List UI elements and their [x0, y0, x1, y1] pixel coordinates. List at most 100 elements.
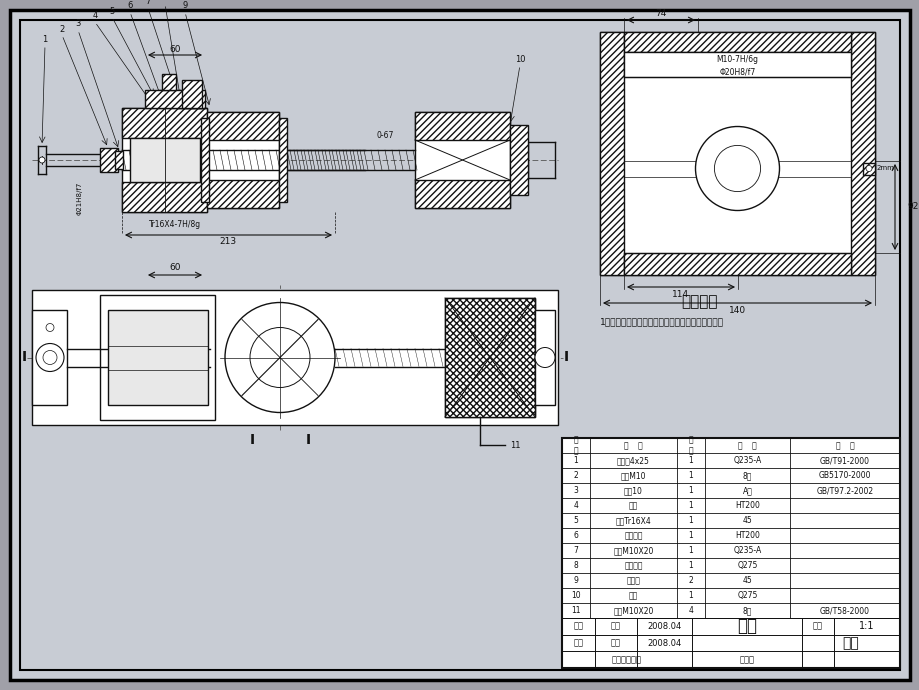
Text: 数
量: 数 量: [688, 436, 693, 455]
Bar: [623, 32, 850, 52]
Bar: [182, 80, 202, 108]
Text: GB/T58-2000: GB/T58-2000: [819, 606, 869, 615]
Text: 2mm: 2mm: [875, 166, 893, 172]
Text: 1: 1: [688, 591, 693, 600]
Text: 名    称: 名 称: [623, 441, 642, 450]
Text: HT200: HT200: [734, 501, 759, 510]
Bar: [445, 298, 535, 417]
Text: 螺杆Tr16X4: 螺杆Tr16X4: [615, 516, 651, 525]
Text: 技术要求: 技术要求: [681, 295, 718, 310]
Bar: [182, 80, 202, 108]
Bar: [599, 32, 623, 275]
Text: 213: 213: [220, 237, 236, 246]
Text: 6: 6: [573, 531, 578, 540]
Text: 图号: 图号: [842, 636, 858, 650]
Text: 2: 2: [573, 471, 578, 480]
Text: 备    注: 备 注: [834, 441, 854, 450]
Bar: [162, 74, 176, 90]
Text: 74: 74: [654, 10, 666, 19]
Circle shape: [46, 324, 54, 331]
Text: HT200: HT200: [734, 531, 759, 540]
Text: 0-67: 0-67: [376, 130, 393, 139]
Text: 4: 4: [92, 12, 97, 21]
Text: 140: 140: [728, 306, 745, 315]
Text: 1: 1: [688, 546, 693, 555]
Text: GB5170-2000: GB5170-2000: [818, 471, 870, 480]
Text: 垫圈: 垫圈: [629, 591, 638, 600]
Text: 8级: 8级: [742, 471, 752, 480]
Text: 1、钳座需要很好地紧固在工作台上，才能够使用。: 1、钳座需要很好地紧固在工作台上，才能够使用。: [599, 317, 723, 326]
Text: 材    料: 材 料: [737, 441, 756, 450]
Bar: [207, 112, 278, 140]
Text: I: I: [21, 351, 27, 364]
Circle shape: [39, 157, 45, 163]
Bar: [850, 32, 874, 275]
Text: Φ21H8/f7: Φ21H8/f7: [77, 181, 83, 215]
Bar: [122, 182, 207, 212]
Text: 4: 4: [687, 606, 693, 615]
Circle shape: [695, 126, 778, 210]
Text: 2008.04: 2008.04: [647, 638, 681, 647]
Text: GB/T91-2000: GB/T91-2000: [819, 456, 869, 465]
Bar: [562, 438, 899, 668]
Text: 2008.04: 2008.04: [647, 622, 681, 631]
Text: 1: 1: [688, 456, 693, 465]
Text: 60: 60: [169, 46, 180, 55]
Text: 方块螺母: 方块螺母: [624, 561, 642, 570]
Bar: [108, 310, 208, 405]
Bar: [623, 253, 850, 275]
Bar: [115, 151, 123, 169]
Bar: [414, 112, 509, 208]
Bar: [278, 118, 287, 202]
Text: I: I: [249, 433, 255, 447]
Bar: [445, 298, 535, 417]
Circle shape: [714, 146, 760, 192]
Text: 2: 2: [688, 576, 693, 585]
Text: 1: 1: [688, 486, 693, 495]
Text: 3: 3: [75, 19, 81, 28]
Text: 11: 11: [571, 606, 580, 615]
Text: 60: 60: [169, 264, 180, 273]
Text: 开口销4x25: 开口销4x25: [617, 456, 649, 465]
Text: 10: 10: [571, 591, 580, 600]
Bar: [122, 108, 207, 138]
Bar: [850, 32, 874, 275]
Text: 审核: 审核: [573, 638, 583, 647]
Bar: [599, 32, 874, 275]
Bar: [623, 52, 850, 77]
Text: 11: 11: [509, 440, 520, 449]
Text: 8: 8: [573, 561, 578, 570]
Circle shape: [535, 348, 554, 368]
Circle shape: [250, 328, 310, 388]
Text: Q275: Q275: [736, 561, 757, 570]
Text: 制图: 制图: [573, 622, 583, 631]
Bar: [414, 112, 509, 140]
Text: 螺母M10: 螺母M10: [620, 471, 645, 480]
Text: 10: 10: [515, 55, 525, 63]
Text: 刘彤: 刘彤: [610, 638, 620, 647]
Bar: [207, 112, 278, 208]
Text: 组合件: 组合件: [739, 656, 754, 664]
Bar: [509, 125, 528, 195]
Text: 活动钳口: 活动钳口: [624, 531, 642, 540]
Text: Q235-A: Q235-A: [732, 546, 761, 555]
Bar: [122, 182, 207, 212]
Text: 9: 9: [182, 1, 187, 10]
Text: 45: 45: [742, 516, 752, 525]
Text: 垫圈10: 垫圈10: [623, 486, 642, 495]
Text: 8级: 8级: [742, 606, 752, 615]
Text: 7: 7: [145, 0, 151, 6]
Text: I: I: [305, 433, 311, 447]
Bar: [145, 90, 205, 108]
Text: 9: 9: [573, 576, 578, 585]
Circle shape: [865, 166, 871, 172]
Bar: [32, 310, 67, 405]
Circle shape: [36, 344, 64, 371]
Text: A级: A级: [742, 486, 752, 495]
Bar: [162, 74, 176, 90]
Text: 螺钉M10X20: 螺钉M10X20: [613, 546, 653, 555]
Text: 1: 1: [573, 456, 578, 465]
Text: 5: 5: [109, 6, 115, 15]
Text: 6: 6: [127, 1, 132, 10]
Text: Φ20H8/f7: Φ20H8/f7: [719, 68, 754, 77]
